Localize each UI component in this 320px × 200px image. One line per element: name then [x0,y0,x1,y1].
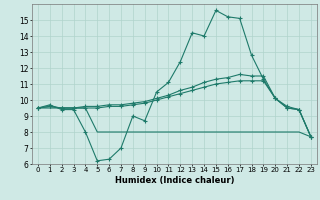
X-axis label: Humidex (Indice chaleur): Humidex (Indice chaleur) [115,176,234,185]
